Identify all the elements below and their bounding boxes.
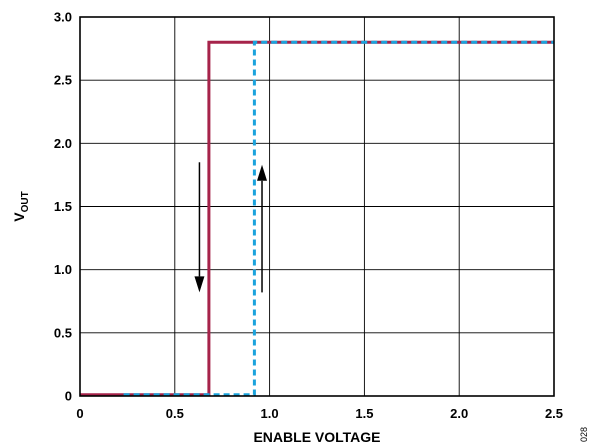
y-tick-labels: 0 0.5 1.0 1.5 2.0 2.5 3.0: [54, 10, 72, 404]
arrow-up-icon: [257, 164, 268, 293]
x-tick-label: 1.0: [261, 406, 279, 421]
series-1-line: [80, 40, 554, 397]
x-tick-label: 0.5: [166, 406, 184, 421]
y-axis-title-subscript: OUT: [20, 191, 31, 212]
y-axis-title-main: V: [11, 212, 27, 222]
y-tick-label: 2.5: [54, 73, 72, 88]
grid-lines: [80, 17, 554, 396]
y-tick-label: 3.0: [54, 10, 72, 25]
series-layer: [80, 40, 554, 397]
arrow-down-icon: [194, 162, 205, 293]
y-tick-label: 1.5: [54, 199, 72, 214]
x-tick-label: 0: [76, 406, 83, 421]
x-tick-label: 2.0: [450, 406, 468, 421]
y-axis-title: VOUT: [11, 191, 31, 221]
y-tick-label: 2.0: [54, 136, 72, 151]
plot-frame: [79, 16, 555, 397]
annotation-layer: [194, 162, 268, 293]
x-tick-label: 1.5: [355, 406, 373, 421]
y-tick-label: 0.5: [54, 325, 72, 340]
x-tick-labels: 0 0.5 1.0 1.5 2.0 2.5: [76, 406, 563, 421]
x-tick-label: 2.5: [545, 406, 563, 421]
x-axis-title: ENABLE VOLTAGE: [253, 429, 380, 445]
series-2-line: [123, 40, 554, 397]
figure-id: 028: [579, 427, 589, 442]
y-tick-label: 0: [65, 389, 72, 404]
y-tick-label: 1.0: [54, 262, 72, 277]
